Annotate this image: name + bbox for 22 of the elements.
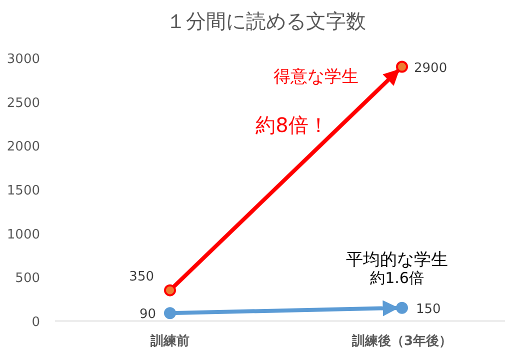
y-tick-label: 2500 — [6, 96, 40, 111]
chart-title: １分間に読める文字数 — [166, 9, 366, 33]
data-label: 350 — [129, 269, 154, 284]
point — [396, 60, 408, 73]
data-label: 90 — [139, 307, 156, 322]
annotation: 約8倍！ — [256, 113, 328, 137]
text: 平均的な学生 — [346, 250, 448, 270]
y-tick-label: 2000 — [6, 140, 40, 155]
y-tick-label: 3000 — [6, 52, 40, 67]
annotation: 約1.6倍 — [370, 269, 424, 287]
point — [396, 302, 408, 314]
y-tick-label: 1000 — [6, 227, 40, 242]
x-tick-label: 訓練前 — [150, 333, 190, 349]
x-tick-label: 訓練後（3年後） — [350, 333, 452, 349]
point — [164, 284, 176, 296]
y-tick-label: 1500 — [6, 184, 40, 198]
data-label: 150 — [416, 302, 441, 317]
series-label: 得意な学生 — [274, 67, 358, 87]
data-label: 2900 — [414, 60, 448, 76]
y-tick-label: 0 — [32, 315, 40, 330]
y-tick-label: 500 — [15, 271, 40, 286]
point — [164, 307, 176, 320]
